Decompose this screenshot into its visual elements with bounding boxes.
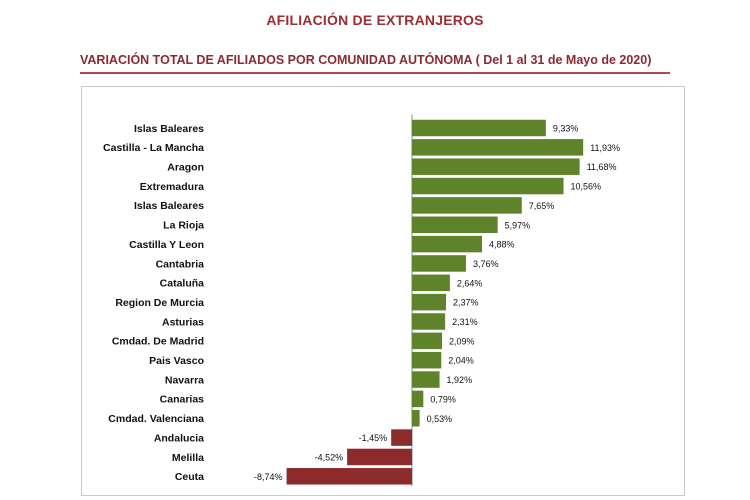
value-label: 2,09% (449, 336, 475, 346)
chart-subtitle: VARIACIÓN TOTAL DE AFILIADOS POR COMUNID… (80, 53, 652, 67)
category-label: Andalucia (154, 432, 204, 444)
bar (412, 255, 466, 272)
bar-chart: Islas Baleares 9,33% Castilla - La Mancha 1… (103, 114, 620, 486)
category-label: Canarias (160, 394, 205, 406)
bar (412, 274, 450, 292)
category-label: Region De Murcia (115, 297, 204, 309)
value-label: 2,64% (457, 278, 483, 288)
value-label: 11,93% (590, 143, 620, 153)
chart-area: Islas Baleares 9,33% Castilla - La Mancha 1… (81, 86, 685, 496)
bar (412, 351, 442, 369)
category-label: Cmdad. Valenciana (108, 413, 204, 425)
bar (412, 139, 584, 156)
value-label: 9,33% (553, 124, 579, 134)
category-label: Pais Vasco (149, 355, 204, 367)
bar (412, 390, 424, 408)
bar (412, 313, 446, 330)
value-label: -1,45% (359, 433, 388, 443)
category-label: Cantabria (156, 258, 205, 270)
category-label: Ceuta (175, 471, 204, 483)
value-label: 4,88% (489, 240, 515, 250)
category-label: Extremadura (140, 181, 204, 193)
bar (347, 448, 412, 466)
value-label: 11,68% (587, 162, 617, 172)
value-label: 2,31% (452, 317, 478, 327)
category-label: Castilla Y Leon (129, 239, 204, 251)
bar (412, 235, 483, 253)
category-label: Cmdad. De Madrid (112, 336, 204, 348)
bar (412, 332, 442, 350)
value-label: 10,56% (571, 182, 602, 192)
bar (412, 177, 564, 195)
category-label: Navarra (165, 374, 204, 386)
value-label: 3,76% (473, 259, 499, 269)
bar (412, 119, 546, 137)
category-label: Aragon (167, 162, 204, 174)
bar (412, 158, 580, 175)
value-label: 1,92% (447, 375, 473, 385)
bar (391, 429, 412, 446)
bar (412, 410, 420, 427)
value-label: -8,74% (254, 472, 283, 482)
category-label: Melilla (172, 452, 204, 464)
category-label: Islas Baleares (134, 123, 204, 135)
category-label: Asturias (162, 316, 204, 328)
category-label: Islas Baleares (134, 200, 204, 212)
page-title: AFILIACIÓN DE EXTRANJEROS (266, 12, 484, 28)
bar (412, 293, 447, 311)
value-label: 7,65% (529, 201, 555, 211)
bar (286, 468, 412, 485)
category-label: Cataluña (160, 278, 205, 290)
bar (412, 197, 522, 214)
bar (412, 371, 440, 388)
value-label: 0,79% (430, 394, 456, 404)
value-label: 5,97% (505, 220, 531, 230)
value-label: 0,53% (427, 414, 453, 424)
category-label: Castilla - La Mancha (103, 142, 204, 154)
value-label: -4,52% (315, 452, 344, 462)
value-label: 2,04% (448, 356, 474, 366)
value-label: 2,37% (453, 298, 479, 308)
category-label: La Rioja (163, 220, 204, 232)
bar (412, 216, 498, 233)
title-underline (80, 72, 670, 74)
